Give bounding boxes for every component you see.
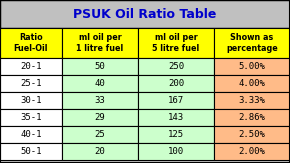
Bar <box>214 28 290 58</box>
Bar <box>0 92 62 109</box>
Text: 50: 50 <box>95 62 105 71</box>
Text: 100: 100 <box>168 147 184 156</box>
Bar <box>138 75 214 92</box>
Bar <box>138 126 214 143</box>
Bar <box>62 143 138 160</box>
Text: 4.00%: 4.00% <box>239 79 265 88</box>
Bar <box>0 75 62 92</box>
Bar <box>214 75 290 92</box>
Bar <box>214 109 290 126</box>
Text: Ratio
Fuel-Oil: Ratio Fuel-Oil <box>14 33 48 53</box>
Bar <box>138 143 214 160</box>
Bar <box>62 92 138 109</box>
Bar <box>214 126 290 143</box>
Bar <box>138 28 214 58</box>
Text: ml oil per
5 litre fuel: ml oil per 5 litre fuel <box>152 33 200 53</box>
Bar <box>214 58 290 75</box>
Text: 33: 33 <box>95 96 105 105</box>
Text: 125: 125 <box>168 130 184 139</box>
Text: 250: 250 <box>168 62 184 71</box>
Bar <box>0 143 62 160</box>
Bar <box>62 28 138 58</box>
Bar <box>62 109 138 126</box>
Bar <box>0 58 62 75</box>
Text: 20-1: 20-1 <box>20 62 42 71</box>
Bar <box>214 92 290 109</box>
Text: 143: 143 <box>168 113 184 122</box>
Bar <box>138 58 214 75</box>
Bar <box>62 126 138 143</box>
Bar <box>0 126 62 143</box>
Bar <box>214 143 290 160</box>
Text: 40-1: 40-1 <box>20 130 42 139</box>
Text: 3.33%: 3.33% <box>239 96 265 105</box>
Bar <box>138 92 214 109</box>
Text: 29: 29 <box>95 113 105 122</box>
Text: 2.86%: 2.86% <box>239 113 265 122</box>
Bar <box>62 75 138 92</box>
Text: 50-1: 50-1 <box>20 147 42 156</box>
Text: 5.00%: 5.00% <box>239 62 265 71</box>
Text: 167: 167 <box>168 96 184 105</box>
Text: 35-1: 35-1 <box>20 113 42 122</box>
Text: 2.50%: 2.50% <box>239 130 265 139</box>
Bar <box>0 109 62 126</box>
Text: PSUK Oil Ratio Table: PSUK Oil Ratio Table <box>73 7 217 21</box>
Bar <box>62 58 138 75</box>
Text: 40: 40 <box>95 79 105 88</box>
Text: 2.00%: 2.00% <box>239 147 265 156</box>
Text: Shown as
percentage: Shown as percentage <box>226 33 278 53</box>
Text: ml oil per
1 litre fuel: ml oil per 1 litre fuel <box>76 33 124 53</box>
Text: 30-1: 30-1 <box>20 96 42 105</box>
Text: 25-1: 25-1 <box>20 79 42 88</box>
Bar <box>0 0 290 28</box>
Text: 200: 200 <box>168 79 184 88</box>
Bar <box>138 109 214 126</box>
Bar <box>0 28 62 58</box>
Text: 25: 25 <box>95 130 105 139</box>
Text: 20: 20 <box>95 147 105 156</box>
